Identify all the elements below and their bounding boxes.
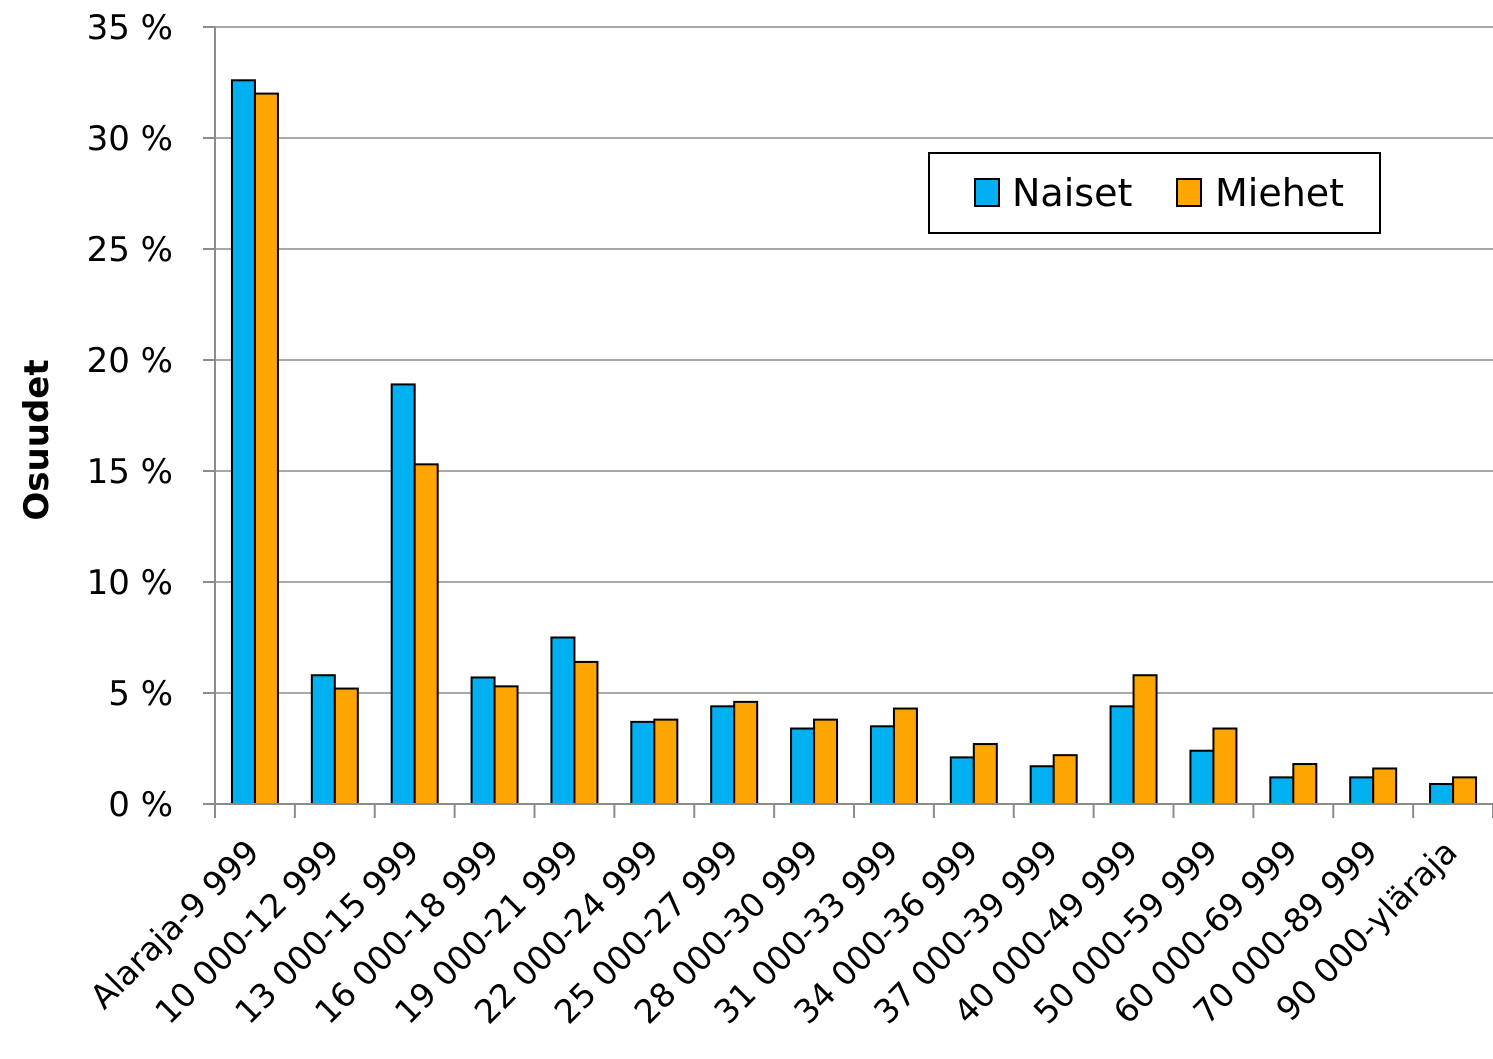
legend: Naiset Miehet	[928, 152, 1381, 234]
bar-miehet-14	[1372, 767, 1398, 805]
legend-swatch-naiset	[974, 178, 1000, 207]
bar-naiset-13	[1269, 776, 1295, 805]
bar-miehet-2	[413, 463, 439, 805]
y-tick-label: 20 %	[87, 341, 173, 381]
bar-miehet-15	[1452, 776, 1478, 805]
bar-naiset-4	[550, 636, 576, 805]
y-tick-label: 30 %	[87, 119, 173, 159]
y-tick-label: 10 %	[87, 563, 173, 603]
bar-miehet-7	[813, 718, 839, 806]
bar-naiset-10	[1029, 765, 1055, 806]
y-axis-title: Osuudet	[17, 359, 57, 520]
y-tick-label: 25 %	[87, 230, 173, 270]
bar-naiset-11	[1109, 705, 1135, 806]
bar-naiset-8	[869, 725, 895, 805]
bar-miehet-5	[653, 718, 679, 806]
bar-miehet-0	[253, 92, 279, 806]
bar-miehet-4	[573, 660, 599, 805]
bar-miehet-11	[1132, 674, 1158, 805]
bar-naiset-1	[310, 674, 336, 805]
bar-naiset-0	[230, 79, 256, 805]
bar-naiset-2	[390, 383, 416, 805]
bar-miehet-9	[972, 743, 998, 805]
bar-naiset-12	[1189, 749, 1215, 805]
bar-naiset-9	[949, 756, 975, 806]
bar-miehet-3	[493, 685, 519, 806]
bar-naiset-3	[470, 676, 496, 806]
bar-miehet-8	[892, 707, 918, 805]
bar-naiset-14	[1349, 776, 1375, 805]
legend-swatch-miehet	[1176, 178, 1202, 207]
y-tick-label: 15 %	[87, 452, 173, 492]
legend-box	[928, 152, 1381, 234]
bar-naiset-6	[710, 705, 736, 806]
bars	[230, 79, 1478, 806]
y-tick-label: 0 %	[108, 785, 173, 825]
bar-miehet-1	[333, 687, 359, 805]
bar-miehet-12	[1212, 727, 1238, 806]
bar-miehet-10	[1052, 754, 1078, 805]
y-tick-label: 35 %	[87, 8, 173, 48]
axes	[203, 26, 1493, 818]
y-tick-label: 5 %	[108, 674, 173, 714]
bar-naiset-7	[790, 727, 816, 806]
bar-miehet-6	[733, 700, 759, 806]
bar-naiset-5	[630, 720, 656, 805]
bar-naiset-15	[1429, 783, 1455, 806]
legend-label-naiset: Naiset	[1012, 171, 1132, 215]
y-tick-labels: 0 % 5 % 10 % 15 % 20 % 25 % 30 % 35 %	[87, 8, 173, 825]
legend-label-miehet: Miehet	[1215, 171, 1344, 215]
bar-miehet-13	[1292, 763, 1318, 805]
